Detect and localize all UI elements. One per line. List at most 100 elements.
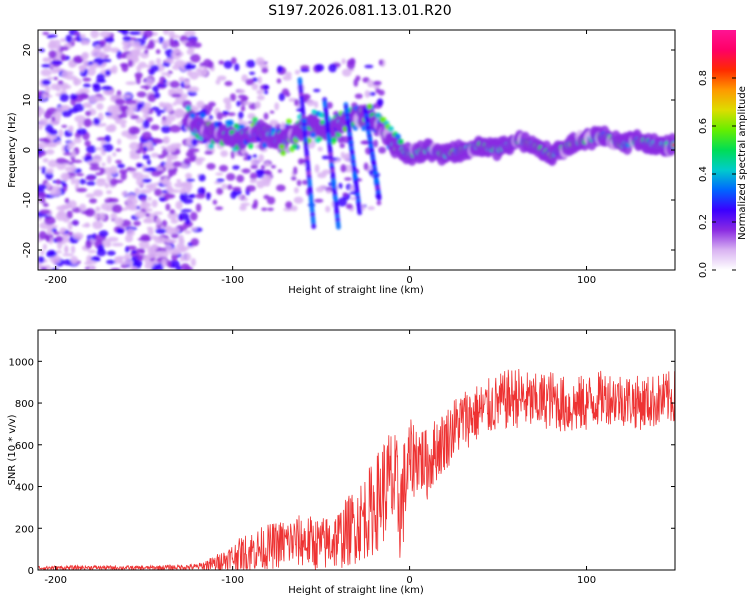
spectral-cell [142,154,151,160]
spectral-cell [55,250,62,254]
spectral-cell [158,101,165,108]
spectral-cell [150,152,159,158]
spectral-cell [314,64,325,72]
spectral-cell [264,169,271,176]
spectral-cell [166,158,173,168]
spectral-cell [321,155,330,160]
colorbar-tick-label: 0.2 [698,214,709,230]
y-tick-label: -20 [22,242,33,258]
spectral-cell [224,80,233,87]
spectral-cell [101,123,107,127]
y-tick-label: 10 [22,94,33,107]
spectral-cell [299,68,310,73]
spectral-cell [80,39,87,46]
spectral-cell [169,40,180,48]
y-tick-label: 400 [15,483,34,494]
spectral-cell [115,255,126,260]
spectral-cell [85,193,95,198]
spectral-cell [140,174,150,178]
spectral-cell [176,178,182,183]
spectral-cell [204,150,213,155]
spectral-cell [215,79,221,85]
spectral-cell [72,232,84,240]
spectral-cell [342,192,348,197]
spectral-cell [143,167,155,172]
spectral-cell [124,253,131,261]
spectral-cell [162,62,171,67]
spectral-cell [239,205,247,211]
spectral-cell [99,167,106,175]
spectral-cell [185,62,192,71]
spectral-cell [70,245,76,254]
spectral-cell [190,157,196,161]
spectral-cell [102,143,114,152]
spectral-cell [166,186,174,194]
x-tick-label: 100 [577,275,596,286]
y-tick-label: 0 [22,147,33,153]
spectral-cell [218,60,225,65]
spectral-cell [196,100,205,109]
spectral-cell [306,99,316,107]
spectral-cell [260,164,266,170]
spectral-cell [44,216,56,226]
spectral-cell [217,75,227,81]
spectral-cell [285,92,291,98]
spectral-cell [104,69,111,77]
spectral-cell [136,163,145,168]
spectral-cell [92,220,104,230]
spectral-cell [147,251,158,259]
spectral-cell [185,137,191,147]
spectral-cell [139,189,152,194]
spectral-cell [101,162,106,167]
spectral-cell [240,202,251,207]
spectral-cell [70,164,77,173]
spectral-cell [109,178,118,186]
spectral-cell [154,236,166,244]
spectral-cell [78,88,90,95]
spectral-cell [186,178,195,182]
spectral-cell [112,152,117,157]
spectral-cell [67,141,76,147]
spectral-cell [146,159,151,166]
spectral-cell [294,69,300,75]
spectral-cell [131,250,137,254]
spectral-cell [146,226,154,231]
spectral-cell [94,45,101,49]
spectral-cell [237,195,243,200]
spectral-cell [285,201,293,209]
spectral-cell [38,138,50,142]
spectral-cell [364,90,371,98]
spectral-cell [116,228,124,234]
spectral-cell [302,179,309,185]
spectral-cell [262,84,270,90]
spectral-cell [263,90,269,95]
spectral-cell [225,101,232,111]
spectral-cell [171,253,178,261]
spectral-cell [256,170,264,179]
x-tick-label: -100 [221,275,244,286]
spectral-cell [245,78,255,86]
spectral-cell [169,209,176,215]
spectral-cell [142,178,152,183]
spectral-cell [62,217,70,223]
spectral-cell [138,61,147,69]
spectral-cell [322,169,331,175]
spectral-cell [74,178,80,186]
spectral-cell [166,73,171,78]
snr-x-label: Height of straight line (km) [288,585,424,596]
spectral-cell [142,112,149,119]
spectral-cell [96,73,106,82]
spectral-cell [134,210,146,219]
spectral-cell [314,198,324,203]
spectral-cell [145,140,154,150]
spectral-cell [344,177,352,181]
spectral-cell [195,203,202,213]
spectral-cell [60,82,69,90]
spectral-cell [134,187,140,195]
colorbar-tick-label: 0.6 [698,118,709,134]
spectral-cell [166,154,179,161]
spectral-cell [154,109,166,114]
spectral-cell [98,230,109,238]
spectral-cell [274,102,280,111]
spectral-cell [360,140,370,145]
